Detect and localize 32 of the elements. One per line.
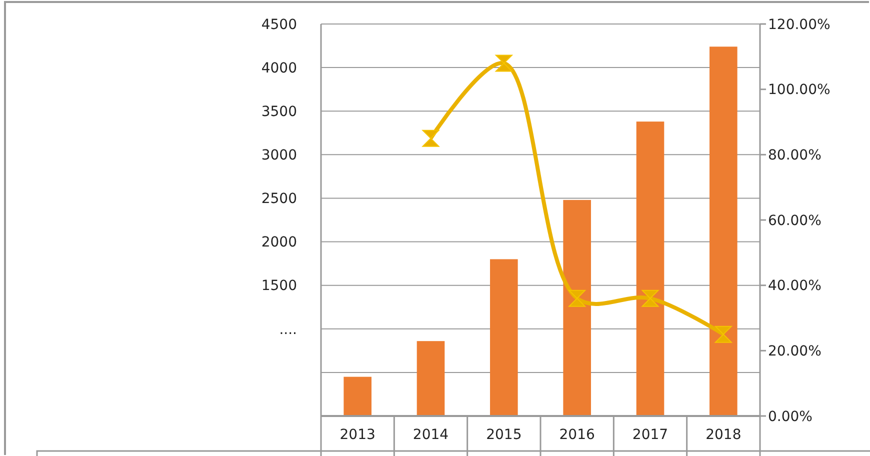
y2-tick-label: 40.00% — [768, 278, 822, 294]
y-tick-label: .... — [279, 322, 297, 338]
y-tick-label: 4500 — [261, 16, 297, 33]
y-tick-label: 3000 — [261, 148, 297, 164]
x-tick-label: 2016 — [559, 427, 595, 443]
x-tick-label: 2018 — [706, 427, 742, 443]
y2-tick-label: 100.00% — [768, 82, 830, 98]
point — [568, 290, 586, 307]
bar — [563, 200, 591, 416]
y2-tick-label: 60.00% — [768, 212, 822, 229]
x-tick-label: 2013 — [340, 427, 376, 443]
bar — [344, 376, 372, 416]
point — [714, 326, 732, 343]
x-tick-label: 2017 — [632, 427, 668, 443]
point — [642, 290, 659, 307]
point — [422, 130, 440, 147]
x-tick-label: 2014 — [412, 427, 449, 443]
y-tick-label: 1500 — [261, 278, 297, 294]
y2-tick-label: 80.00% — [768, 148, 822, 164]
y-tick-label: 3500 — [261, 104, 297, 120]
y-tick-label: 2500 — [261, 191, 297, 208]
y2-tick-label: 120.00% — [768, 16, 830, 33]
y2-tick-label: 0.00% — [768, 408, 812, 425]
bar — [416, 341, 445, 416]
bar — [710, 46, 738, 416]
y-tick-label: 4000 — [261, 60, 297, 76]
bar — [490, 259, 518, 416]
y2-tick-label: 20.00% — [768, 344, 822, 360]
x-tick-label: 2015 — [486, 427, 522, 443]
point — [495, 54, 512, 72]
y-tick-label: 2000 — [261, 234, 297, 251]
bar — [636, 122, 664, 416]
